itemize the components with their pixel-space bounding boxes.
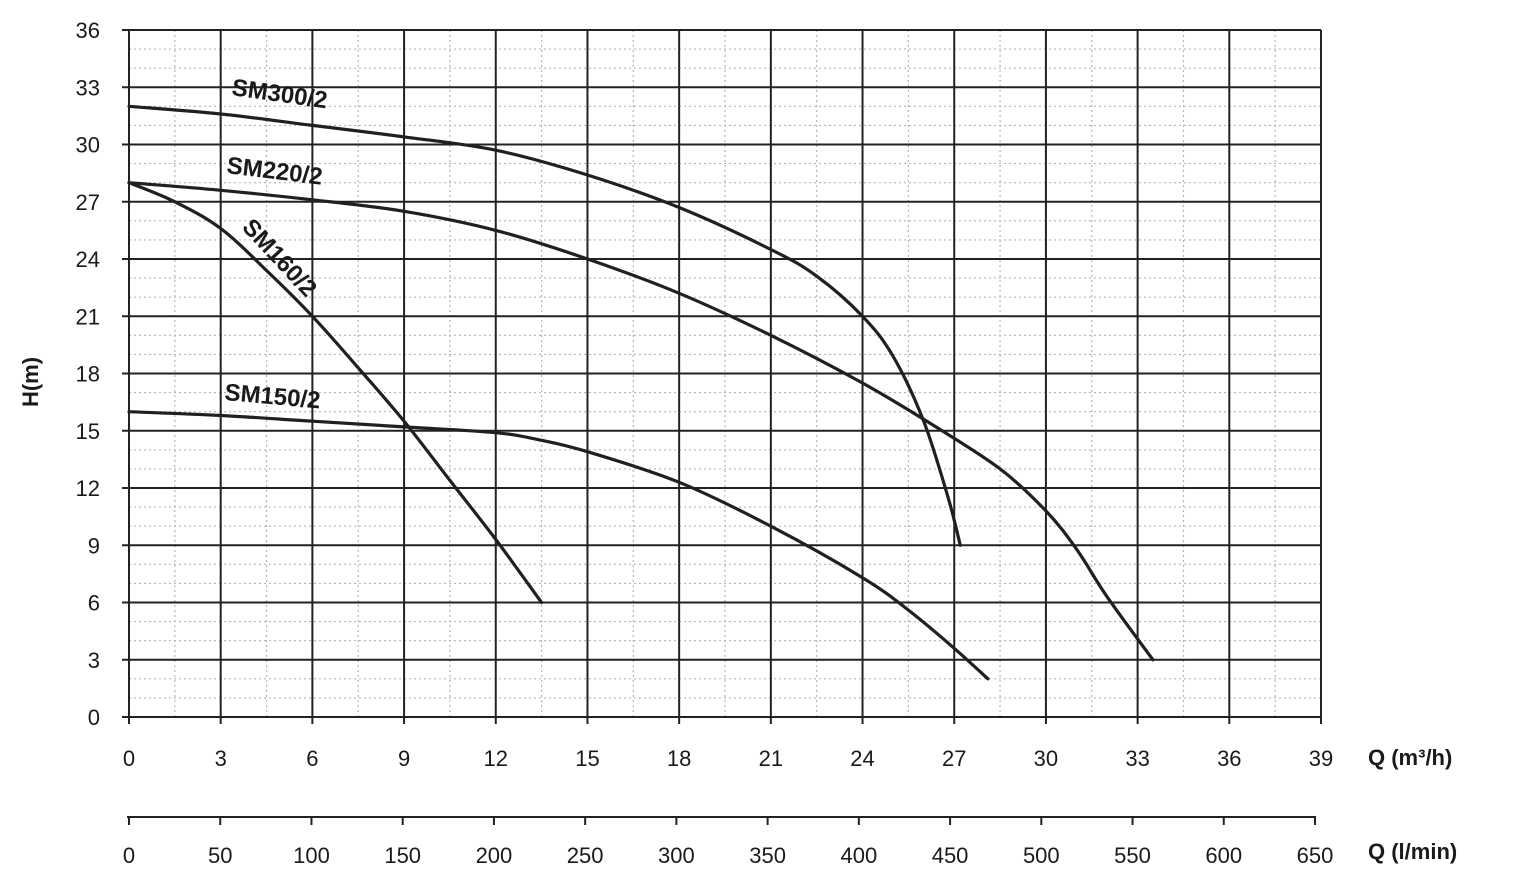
y-tick-label: 27 xyxy=(76,190,100,215)
x2-tick-label: 550 xyxy=(1114,843,1151,868)
x2-tick-label: 500 xyxy=(1023,843,1060,868)
x2-tick-label: 250 xyxy=(567,843,604,868)
x-tick-label: 9 xyxy=(398,746,410,771)
y-tick-label: 36 xyxy=(76,18,100,43)
x2-tick-label: 50 xyxy=(208,843,232,868)
x-tick-label: 30 xyxy=(1034,746,1058,771)
x2-tick-label: 450 xyxy=(932,843,969,868)
x2-tick-label: 150 xyxy=(384,843,421,868)
series-lines xyxy=(127,104,1155,681)
x2-tick-label: 0 xyxy=(123,843,135,868)
minor-grid xyxy=(129,30,1321,717)
x2-tick-label: 200 xyxy=(476,843,513,868)
x-tick-label: 6 xyxy=(306,746,318,771)
x-tick-label: 12 xyxy=(484,746,508,771)
major-grid xyxy=(128,29,1322,718)
series-line-sm160-2 xyxy=(127,181,544,605)
secondary-x-axis: 0 50 100 150 200 250 300 350 400 450 500 550 600 650 xyxy=(123,816,1333,868)
y-tick-label: 30 xyxy=(76,133,100,158)
x2-tick-label: 300 xyxy=(658,843,695,868)
x-tick-label: 27 xyxy=(942,746,966,771)
x2-tick-label: 100 xyxy=(293,843,330,868)
y-tick-label: 21 xyxy=(76,304,100,329)
x-axis-title: Q (m³/h) xyxy=(1368,745,1452,770)
x-tick-label: 15 xyxy=(575,746,599,771)
y-tick-label: 12 xyxy=(76,476,100,501)
series-line-sm300-2 xyxy=(127,104,962,547)
y-tick-label: 9 xyxy=(88,533,100,558)
y-tick-label: 24 xyxy=(76,247,100,272)
x2-tick-label: 350 xyxy=(749,843,786,868)
y-tick-label: 15 xyxy=(76,419,100,444)
series-label: SM220/2 xyxy=(225,152,324,191)
x-tick-label: 21 xyxy=(759,746,783,771)
series-label: SM300/2 xyxy=(230,74,329,114)
series-line-sm150-2 xyxy=(127,410,990,681)
x-tick-label: 3 xyxy=(215,746,227,771)
x-tick-label: 18 xyxy=(667,746,691,771)
x-tick-label: 0 xyxy=(123,746,135,771)
y-tick-label: 18 xyxy=(76,362,100,387)
x2-tick-label: 400 xyxy=(840,843,877,868)
x-tick-label: 39 xyxy=(1309,746,1333,771)
series-line-sm220-2 xyxy=(127,181,1155,662)
x-axis-ticks: 0 3 6 9 12 15 18 21 24 27 30 33 36 39 xyxy=(123,717,1333,771)
y-tick-label: 33 xyxy=(76,75,100,100)
series-label: SM150/2 xyxy=(223,379,321,414)
y-tick-label: 6 xyxy=(88,591,100,616)
y-axis-title: H(m) xyxy=(18,357,43,407)
x2-axis-title: Q (l/min) xyxy=(1368,839,1457,864)
x-tick-label: 36 xyxy=(1217,746,1241,771)
x2-tick-label: 650 xyxy=(1297,843,1334,868)
y-tick-label: 3 xyxy=(88,648,100,673)
x-tick-label: 24 xyxy=(850,746,874,771)
x-tick-label: 33 xyxy=(1125,746,1149,771)
x2-tick-label: 600 xyxy=(1205,843,1242,868)
y-tick-label: 0 xyxy=(88,705,100,730)
